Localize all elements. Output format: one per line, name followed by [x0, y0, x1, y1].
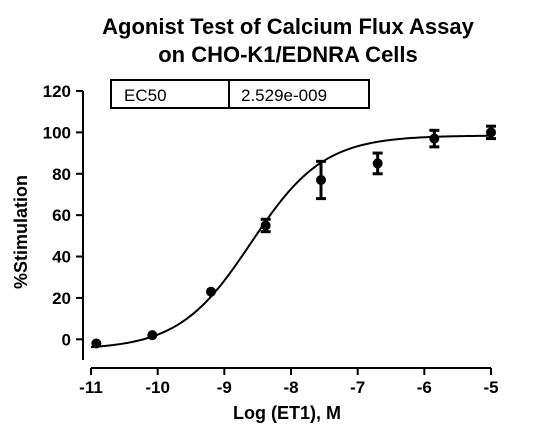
x-axis-label: Log (ET1), M — [233, 403, 341, 423]
x-tick-label: -7 — [350, 378, 365, 397]
data-point — [147, 330, 158, 341]
data-point — [91, 338, 102, 349]
x-tick-label: -9 — [217, 378, 232, 397]
chart-title-line-1: Agonist Test of Calcium Flux Assay — [102, 14, 474, 39]
data-point — [206, 286, 216, 297]
y-tick-label: 120 — [43, 82, 71, 101]
data-point — [429, 133, 440, 144]
y-tick-label: 100 — [43, 123, 71, 142]
data-point — [486, 127, 496, 138]
chart-title-line-2: on CHO-K1/EDNRA Cells — [158, 42, 418, 67]
ec50-value: 2.529e-009 — [241, 86, 327, 105]
y-axis-label: %Stimulation — [11, 175, 31, 289]
ec50-table: EC50 2.529e-009 — [110, 79, 370, 109]
data-point — [372, 158, 383, 169]
y-tick-label: 40 — [52, 248, 71, 267]
x-tick-label: -10 — [145, 378, 170, 397]
x-tick-label: -11 — [79, 378, 103, 397]
axes: 0 20 40 60 80 100 120 -11 -10 -9 -8 -7 -6 -5 — [43, 82, 499, 397]
x-tick-label: -5 — [483, 378, 498, 397]
ec50-label: EC50 — [124, 86, 167, 105]
data-point — [260, 220, 271, 231]
x-tick-label: -6 — [417, 378, 432, 397]
x-tick-label: -8 — [283, 378, 298, 397]
y-tick-label: 80 — [52, 165, 71, 184]
data-point — [316, 174, 326, 185]
fit-curve — [90, 134, 492, 349]
y-tick-label: 0 — [62, 330, 71, 349]
ec50-table-border — [110, 79, 370, 109]
y-tick-label: 20 — [52, 289, 71, 308]
fit-curve-layer — [90, 134, 492, 349]
data-points-layer — [91, 124, 496, 349]
y-tick-label: 60 — [52, 206, 71, 225]
